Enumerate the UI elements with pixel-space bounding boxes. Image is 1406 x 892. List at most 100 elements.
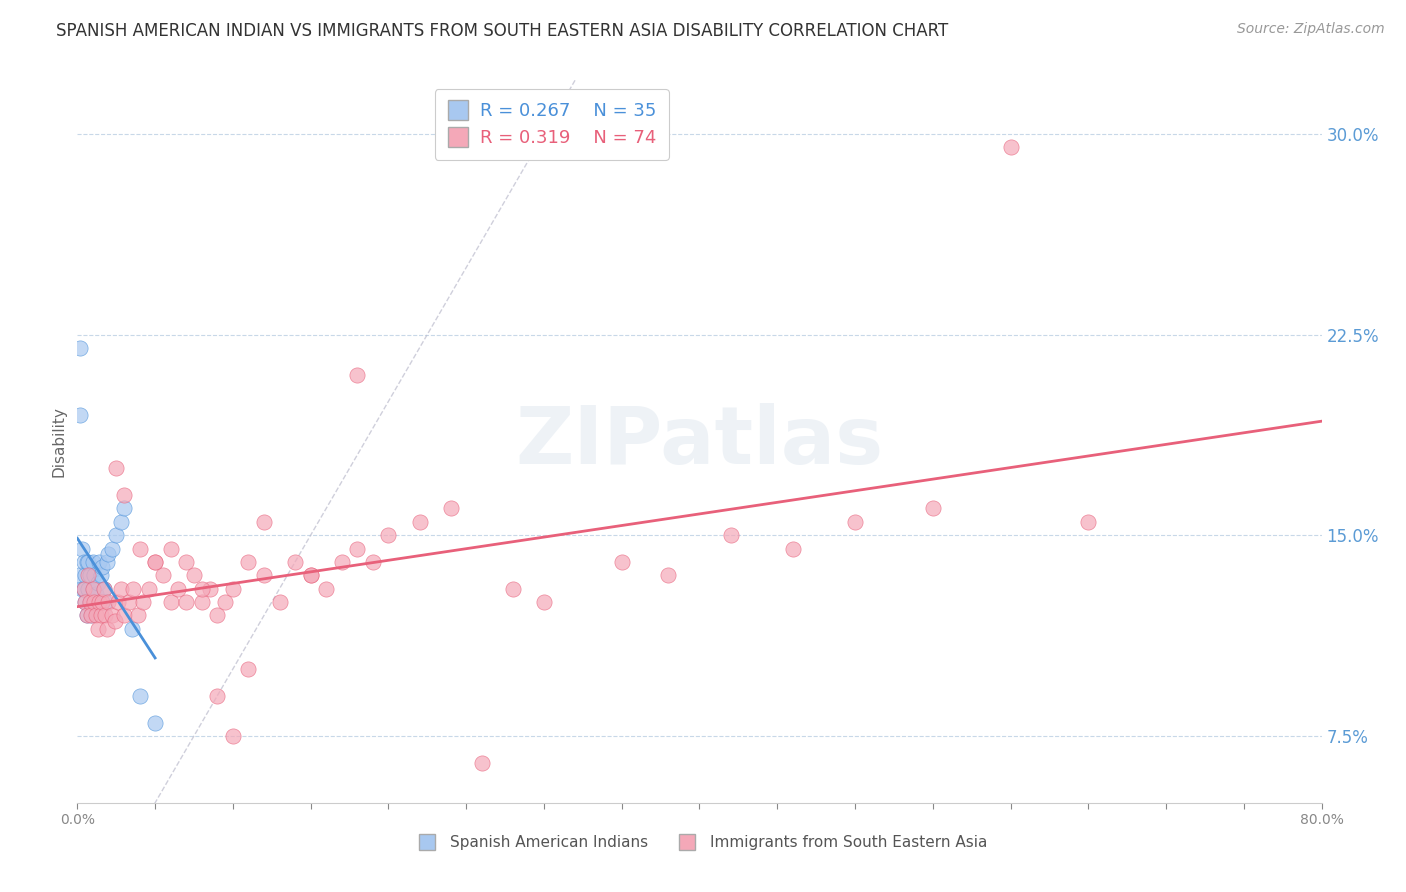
Point: [122, 582, 145, 596]
Point: [79, 595, 101, 609]
Point: [207, 689, 229, 703]
Point: [131, 595, 153, 609]
Point: [502, 582, 524, 596]
Text: SPANISH AMERICAN INDIAN VS IMMIGRANTS FROM SOUTH EASTERN ASIA DISABILITY CORRELA: SPANISH AMERICAN INDIAN VS IMMIGRANTS FR…: [56, 22, 949, 40]
Point: [77, 582, 100, 596]
Point: [315, 582, 337, 596]
Point: [222, 729, 245, 743]
Point: [77, 568, 100, 582]
Point: [91, 560, 114, 574]
Point: [844, 515, 866, 529]
Point: [96, 622, 118, 636]
Point: [93, 582, 115, 596]
Point: [70, 541, 93, 556]
Point: [346, 541, 368, 556]
Point: [299, 568, 322, 582]
Point: [76, 608, 98, 623]
Point: [330, 555, 353, 569]
Point: [284, 555, 307, 569]
Point: [1000, 140, 1022, 154]
Point: [112, 488, 135, 502]
Text: Source: ZipAtlas.com: Source: ZipAtlas.com: [1237, 22, 1385, 37]
Point: [75, 568, 97, 582]
Point: [159, 541, 181, 556]
Point: [222, 582, 245, 596]
Text: ZIPatlas: ZIPatlas: [516, 402, 883, 481]
Point: [105, 461, 128, 475]
Point: [118, 595, 141, 609]
Point: [174, 555, 197, 569]
Point: [107, 595, 129, 609]
Point: [70, 582, 93, 596]
Point: [143, 555, 166, 569]
Point: [91, 595, 114, 609]
Point: [86, 576, 108, 591]
Point: [533, 595, 555, 609]
Point: [377, 528, 399, 542]
Point: [128, 541, 150, 556]
Point: [127, 608, 149, 623]
Point: [69, 408, 91, 422]
Point: [720, 528, 742, 542]
Point: [138, 582, 160, 596]
Point: [174, 595, 197, 609]
Point: [782, 541, 804, 556]
Point: [361, 555, 384, 569]
Legend: Spanish American Indians, Immigrants from South Eastern Asia: Spanish American Indians, Immigrants fro…: [406, 830, 993, 856]
Point: [76, 555, 98, 569]
Point: [610, 555, 633, 569]
Point: [159, 595, 181, 609]
Point: [128, 689, 150, 703]
Point: [105, 528, 128, 542]
Point: [82, 555, 104, 569]
Point: [269, 595, 291, 609]
Point: [214, 595, 236, 609]
Point: [87, 595, 110, 609]
Point: [112, 608, 135, 623]
Point: [75, 595, 97, 609]
Point: [69, 341, 91, 355]
Point: [207, 608, 229, 623]
Point: [84, 608, 107, 623]
Point: [253, 568, 276, 582]
Point: [82, 582, 104, 596]
Point: [299, 568, 322, 582]
Point: [79, 595, 101, 609]
Point: [100, 608, 122, 623]
Point: [121, 622, 143, 636]
Point: [110, 582, 132, 596]
Point: [80, 608, 103, 623]
Point: [1077, 515, 1099, 529]
Point: [152, 568, 174, 582]
Point: [104, 614, 127, 628]
Point: [82, 582, 104, 596]
Point: [238, 662, 260, 676]
Point: [87, 555, 110, 569]
Point: [79, 568, 101, 582]
Point: [93, 582, 115, 596]
Point: [190, 595, 214, 609]
Point: [72, 555, 94, 569]
Point: [143, 715, 166, 730]
Point: [83, 568, 105, 582]
Point: [657, 568, 679, 582]
Point: [439, 501, 461, 516]
Point: [238, 555, 260, 569]
Point: [90, 568, 112, 582]
Point: [77, 555, 100, 569]
Point: [167, 582, 190, 596]
Point: [80, 608, 103, 623]
Y-axis label: Disability: Disability: [51, 406, 66, 477]
Point: [76, 608, 98, 623]
Point: [100, 541, 122, 556]
Point: [198, 582, 221, 596]
Point: [190, 582, 214, 596]
Point: [72, 582, 94, 596]
Point: [94, 595, 117, 609]
Point: [143, 555, 166, 569]
Point: [84, 587, 107, 601]
Point: [97, 595, 120, 609]
Point: [90, 608, 112, 623]
Point: [183, 568, 205, 582]
Point: [72, 582, 94, 596]
